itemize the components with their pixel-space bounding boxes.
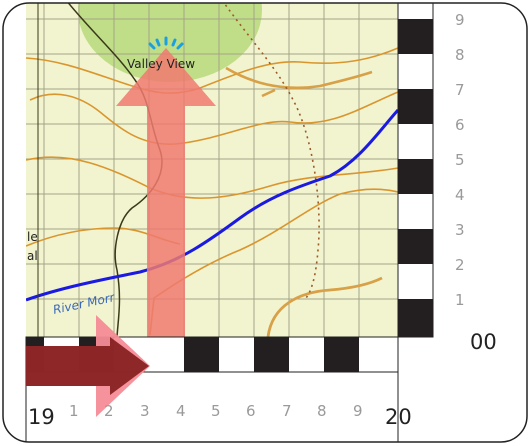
svg-text:5: 5 xyxy=(211,402,221,420)
outer-frame xyxy=(2,2,528,443)
svg-text:8: 8 xyxy=(455,46,465,64)
svg-text:9: 9 xyxy=(455,11,465,29)
svg-text:4: 4 xyxy=(176,402,186,420)
easting-major-label-next: 20 xyxy=(385,405,412,429)
svg-text:5: 5 xyxy=(455,151,465,169)
partial-label-1: le xyxy=(27,230,38,244)
up-arrow xyxy=(116,48,216,337)
partial-label-2: al xyxy=(27,249,38,263)
svg-text:4: 4 xyxy=(455,186,465,204)
svg-text:3: 3 xyxy=(455,221,465,239)
svg-text:8: 8 xyxy=(317,402,327,420)
svg-text:6: 6 xyxy=(455,116,465,134)
place-label: Valley View xyxy=(127,57,195,71)
grid-lines xyxy=(26,3,398,337)
svg-text:6: 6 xyxy=(246,402,256,420)
svg-text:1: 1 xyxy=(455,291,465,309)
svg-text:2: 2 xyxy=(104,402,114,420)
right-scale-bar xyxy=(397,3,434,338)
place-burst-icon xyxy=(148,36,184,50)
svg-text:7: 7 xyxy=(282,402,292,420)
svg-text:1: 1 xyxy=(69,402,79,420)
easting-major-label: 19 xyxy=(28,405,55,429)
svg-text:2: 2 xyxy=(455,256,465,274)
svg-text:3: 3 xyxy=(140,402,150,420)
river xyxy=(26,108,398,302)
svg-text:7: 7 xyxy=(455,81,465,99)
green-area xyxy=(78,3,262,82)
svg-text:9: 9 xyxy=(353,402,363,420)
northing-major-label: 00 xyxy=(470,330,497,354)
easting-ticks: 1 2 3 4 5 6 7 8 9 xyxy=(69,402,363,420)
northing-ticks: 1 2 3 4 5 6 7 8 9 xyxy=(455,11,465,309)
right-arrow xyxy=(26,315,150,417)
